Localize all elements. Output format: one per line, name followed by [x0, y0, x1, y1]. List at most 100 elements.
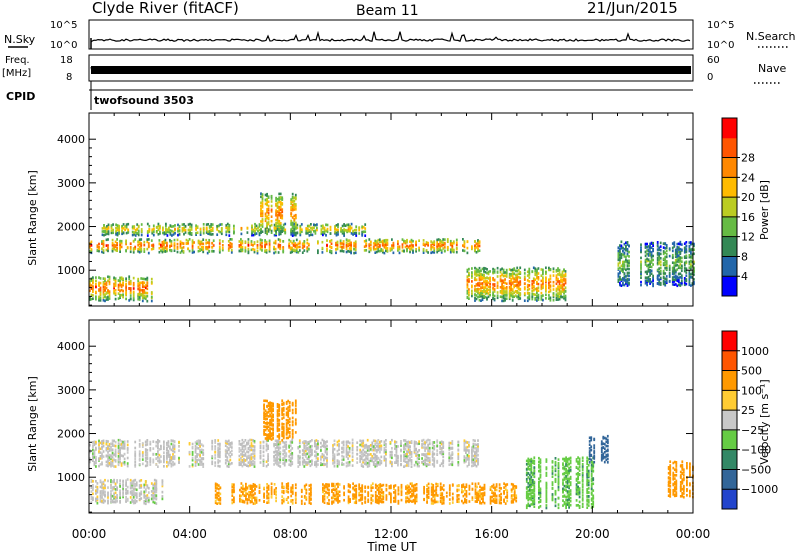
scatter-cell: [265, 439, 268, 443]
scatter-cell: [677, 276, 680, 280]
scatter-cell: [92, 290, 94, 293]
scatter-cell: [256, 246, 259, 249]
scatter-cell: [138, 238, 141, 241]
scatter-cell: [665, 275, 668, 278]
scatter-cell: [427, 443, 429, 447]
scatter-cell: [478, 298, 481, 302]
scatter-cell: [487, 270, 490, 274]
scatter-cell: [471, 289, 473, 293]
scatter-cell: [166, 465, 168, 468]
scatter-cell: [439, 244, 442, 248]
scatter-cell: [158, 440, 161, 443]
scatter-cell: [104, 279, 106, 283]
scatter-cell: [303, 450, 306, 453]
scatter-cell: [122, 227, 125, 230]
scatter-cell: [291, 231, 294, 235]
scatter-cell: [110, 493, 112, 496]
scatter-cell: [277, 251, 280, 254]
scatter-cell: [144, 488, 147, 491]
scatter-cell: [640, 270, 642, 273]
scatter-cell: [120, 239, 123, 243]
scatter-cell: [284, 228, 287, 232]
scatter-cell: [217, 452, 220, 455]
scatter-cell: [146, 281, 149, 284]
scatter-cell: [224, 452, 227, 455]
scatter-cell: [673, 261, 676, 265]
scatter-cell: [148, 228, 151, 231]
scatter-cell: [502, 268, 505, 272]
scatter-cell: [395, 448, 398, 452]
scatter-cell: [276, 425, 279, 428]
scatter-cell: [619, 248, 621, 252]
scatter-cell: [182, 242, 185, 245]
scatter-cell: [217, 454, 220, 457]
scatter-cell: [690, 248, 692, 251]
scatter-cell: [395, 454, 398, 457]
scatter-cell: [214, 447, 217, 451]
scatter-cell: [363, 462, 366, 465]
scatter-cell: [96, 495, 99, 499]
scatter-cell: [372, 456, 375, 460]
scatter-cell: [468, 291, 470, 294]
scatter-cell: [294, 233, 297, 237]
scatter-cell: [89, 296, 91, 299]
scatter-cell: [115, 227, 117, 230]
scatter-cell: [347, 461, 349, 464]
scatter-cell: [311, 450, 313, 453]
scatter-cell: [368, 453, 371, 456]
scatter-cell: [510, 272, 513, 276]
scatter-cell: [496, 291, 499, 294]
scatter-cell: [238, 244, 241, 247]
scatter-cell: [511, 276, 514, 280]
scatter-cell: [199, 240, 201, 244]
scatter-cell: [101, 447, 103, 451]
scatter-cell: [291, 205, 294, 208]
scatter-cell: [279, 461, 282, 464]
scatter-cell: [436, 459, 439, 463]
scatter-cell: [217, 461, 220, 464]
scatter-cell: [504, 278, 506, 281]
scatter-cell: [502, 285, 505, 288]
scatter-cell: [558, 282, 561, 286]
scatter-cell: [683, 255, 686, 258]
scatter-cell: [294, 193, 297, 197]
scatter-cell: [428, 448, 431, 452]
scatter-cell: [99, 451, 102, 454]
scatter-cell: [107, 447, 109, 450]
scatter-cell: [281, 216, 284, 220]
scatter-cell: [264, 399, 267, 403]
scatter-cell: [98, 457, 100, 460]
scatter-cell: [564, 294, 567, 298]
scatter-cell: [343, 234, 345, 237]
scatter-cell: [368, 243, 371, 246]
scatter-cell: [397, 240, 399, 243]
scatter-cell: [262, 440, 265, 444]
scatter-cell: [220, 227, 223, 230]
scatter-cell: [558, 271, 561, 275]
scatter-cell: [122, 277, 124, 281]
scatter-cell: [113, 453, 115, 456]
scatter-cell: [90, 297, 93, 301]
scatter-cell: [172, 457, 174, 460]
scatter-cell: [502, 274, 505, 278]
scatter-cell: [165, 224, 167, 228]
scatter-cell: [475, 459, 478, 463]
scatter-cell: [664, 282, 667, 285]
scatter-cell: [415, 452, 417, 456]
scatter-cell: [276, 410, 279, 414]
scatter-cell: [427, 459, 429, 463]
noise-strip: N.Sky 10^5 10^0 10^5 10^0 N.Search: [4, 19, 796, 51]
scatter-cell: [664, 242, 667, 245]
scatter-cell: [492, 293, 494, 297]
scatter-cell: [380, 444, 383, 448]
scatter-cell: [199, 449, 201, 452]
scatter-cell: [279, 450, 282, 454]
scatter-cell: [354, 240, 357, 243]
scatter-cell: [431, 458, 434, 462]
scatter-cell: [270, 210, 273, 213]
scatter-cell: [291, 221, 294, 225]
scatter-cell: [247, 441, 250, 445]
scatter-cell: [114, 459, 117, 462]
scatter-cell: [377, 442, 380, 446]
scatter-cell: [163, 247, 165, 250]
